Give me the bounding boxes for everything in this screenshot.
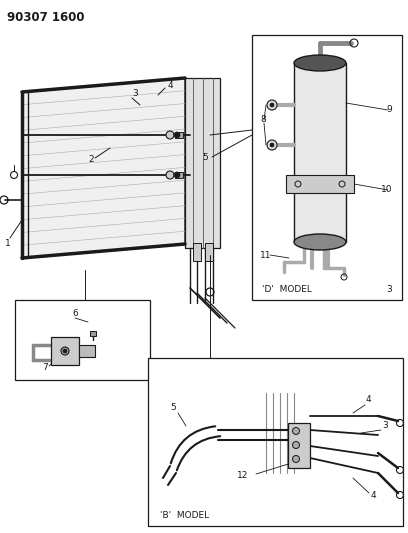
Text: 3: 3 [382,422,388,431]
Text: 4: 4 [365,395,371,405]
Bar [148,358,403,526]
Bar [51,337,79,365]
Text: 3: 3 [132,88,138,98]
Ellipse shape [294,55,346,71]
Circle shape [293,456,299,463]
Text: 4: 4 [167,80,173,90]
Text: 2: 2 [88,156,94,165]
Circle shape [174,132,180,138]
Text: 5: 5 [202,154,208,163]
Bar [286,175,354,193]
Text: 10: 10 [381,185,392,195]
Bar [15,300,150,380]
Bar [205,243,213,261]
Bar [185,78,220,248]
Circle shape [293,427,299,434]
Text: 9: 9 [386,106,392,115]
Circle shape [270,103,274,107]
Text: 1: 1 [5,238,11,247]
Bar [252,35,402,300]
Text: 5: 5 [170,403,176,413]
Circle shape [267,100,277,110]
Bar [175,172,183,178]
Text: 4: 4 [370,491,376,500]
Text: 3: 3 [386,286,392,295]
Polygon shape [22,78,185,258]
Circle shape [267,140,277,150]
Bar [90,331,96,336]
Polygon shape [294,63,346,242]
Circle shape [293,441,299,448]
Text: 'D'  MODEL: 'D' MODEL [262,286,312,295]
Ellipse shape [294,234,346,250]
Text: 7: 7 [42,364,48,373]
Text: 12: 12 [237,472,249,481]
Text: 11: 11 [260,251,271,260]
Circle shape [270,143,274,147]
Bar [79,345,95,357]
Text: 6: 6 [72,310,78,319]
Bar [175,132,183,138]
Circle shape [166,171,174,179]
Text: 8: 8 [260,116,266,125]
Circle shape [166,131,174,139]
Circle shape [174,172,180,178]
Bar [193,243,201,261]
Text: 90307 1600: 90307 1600 [7,11,84,24]
Bar [288,423,310,468]
Circle shape [61,347,69,355]
Text: 'B'  MODEL: 'B' MODEL [160,512,209,521]
Circle shape [63,349,67,353]
